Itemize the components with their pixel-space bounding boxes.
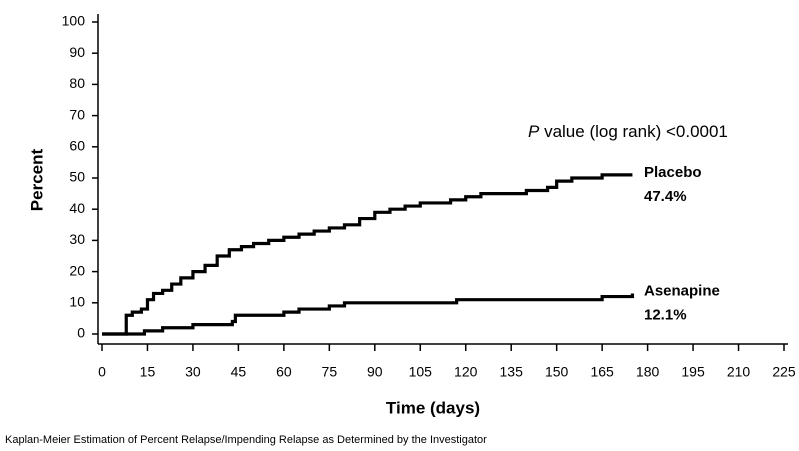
y-tick-label: 70 xyxy=(69,106,85,122)
y-tick-label: 20 xyxy=(69,262,85,278)
y-tick-label: 0 xyxy=(77,325,85,341)
x-tick-label: 105 xyxy=(409,364,433,380)
y-tick-label: 10 xyxy=(69,294,85,310)
y-tick-label: 30 xyxy=(69,231,85,247)
y-tick-label: 50 xyxy=(69,169,85,185)
x-tick-label: 0 xyxy=(98,364,106,380)
annotation: P value (log rank) <0.0001 xyxy=(528,122,728,141)
x-tick-label: 15 xyxy=(140,364,156,380)
x-tick-label: 180 xyxy=(636,364,660,380)
y-tick-label: 40 xyxy=(69,200,85,216)
x-tick-label: 165 xyxy=(590,364,614,380)
x-tick-label: 225 xyxy=(772,364,796,380)
x-tick-label: 150 xyxy=(545,364,569,380)
y-tick-label: 90 xyxy=(69,44,85,60)
x-axis-label: Time (days) xyxy=(386,398,480,417)
x-tick-label: 45 xyxy=(231,364,247,380)
x-tick-label: 195 xyxy=(681,364,705,380)
y-tick-label: 80 xyxy=(69,75,85,91)
caption: Kaplan-Meier Estimation of Percent Relap… xyxy=(5,434,487,446)
legend-label: Asenapine xyxy=(644,282,720,299)
annotation-text: value (log rank) <0.0001 xyxy=(544,122,728,141)
x-tick-label: 30 xyxy=(185,364,201,380)
x-tick-label: 120 xyxy=(454,364,478,380)
x-tick-label: 75 xyxy=(322,364,338,380)
x-tick-label: 135 xyxy=(500,364,524,380)
y-tick-label: 60 xyxy=(69,138,85,154)
end-label: 12.1% xyxy=(644,306,687,323)
legend-label: Placebo xyxy=(644,164,702,181)
x-tick-label: 210 xyxy=(727,364,751,380)
series-line xyxy=(102,173,633,336)
series-line xyxy=(102,293,635,336)
end-label: 47.4% xyxy=(644,188,687,205)
y-tick-label: 100 xyxy=(62,13,86,29)
annotation-italic: P xyxy=(528,122,540,141)
x-tick-label: 60 xyxy=(276,364,292,380)
x-tick-label: 90 xyxy=(367,364,383,380)
y-axis-label: Percent xyxy=(27,148,46,211)
